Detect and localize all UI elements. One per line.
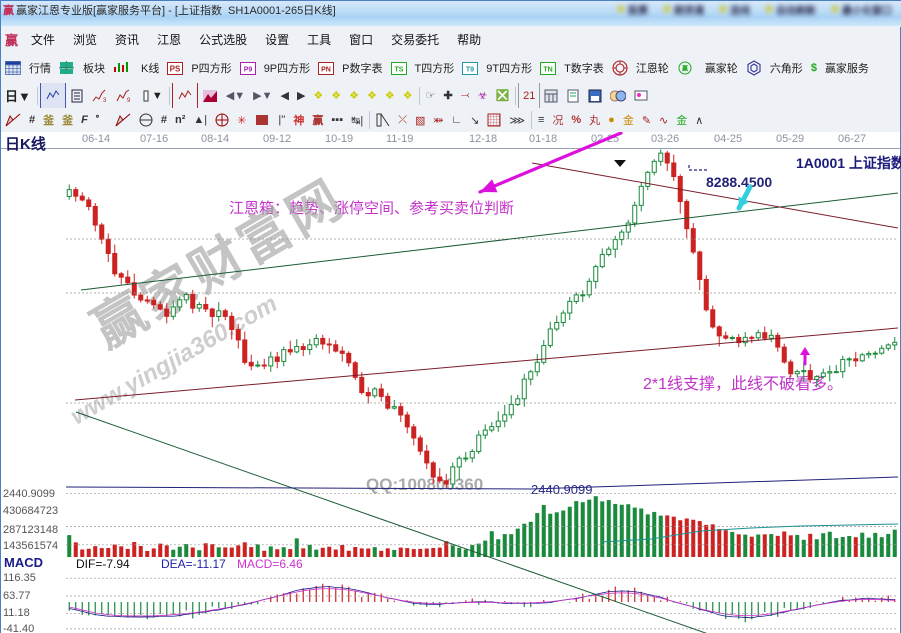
svg-text:3: 3 [103, 98, 107, 103]
svg-text:PN: PN [321, 66, 331, 73]
svg-text:P9: P9 [243, 66, 252, 73]
svg-text:TN: TN [543, 66, 552, 73]
svg-text:赢: 赢 [682, 65, 688, 73]
svg-text:T9: T9 [466, 66, 474, 73]
svg-text:TS: TS [394, 66, 403, 73]
svg-text:PS: PS [170, 64, 181, 73]
svg-text:9: 9 [127, 98, 131, 103]
